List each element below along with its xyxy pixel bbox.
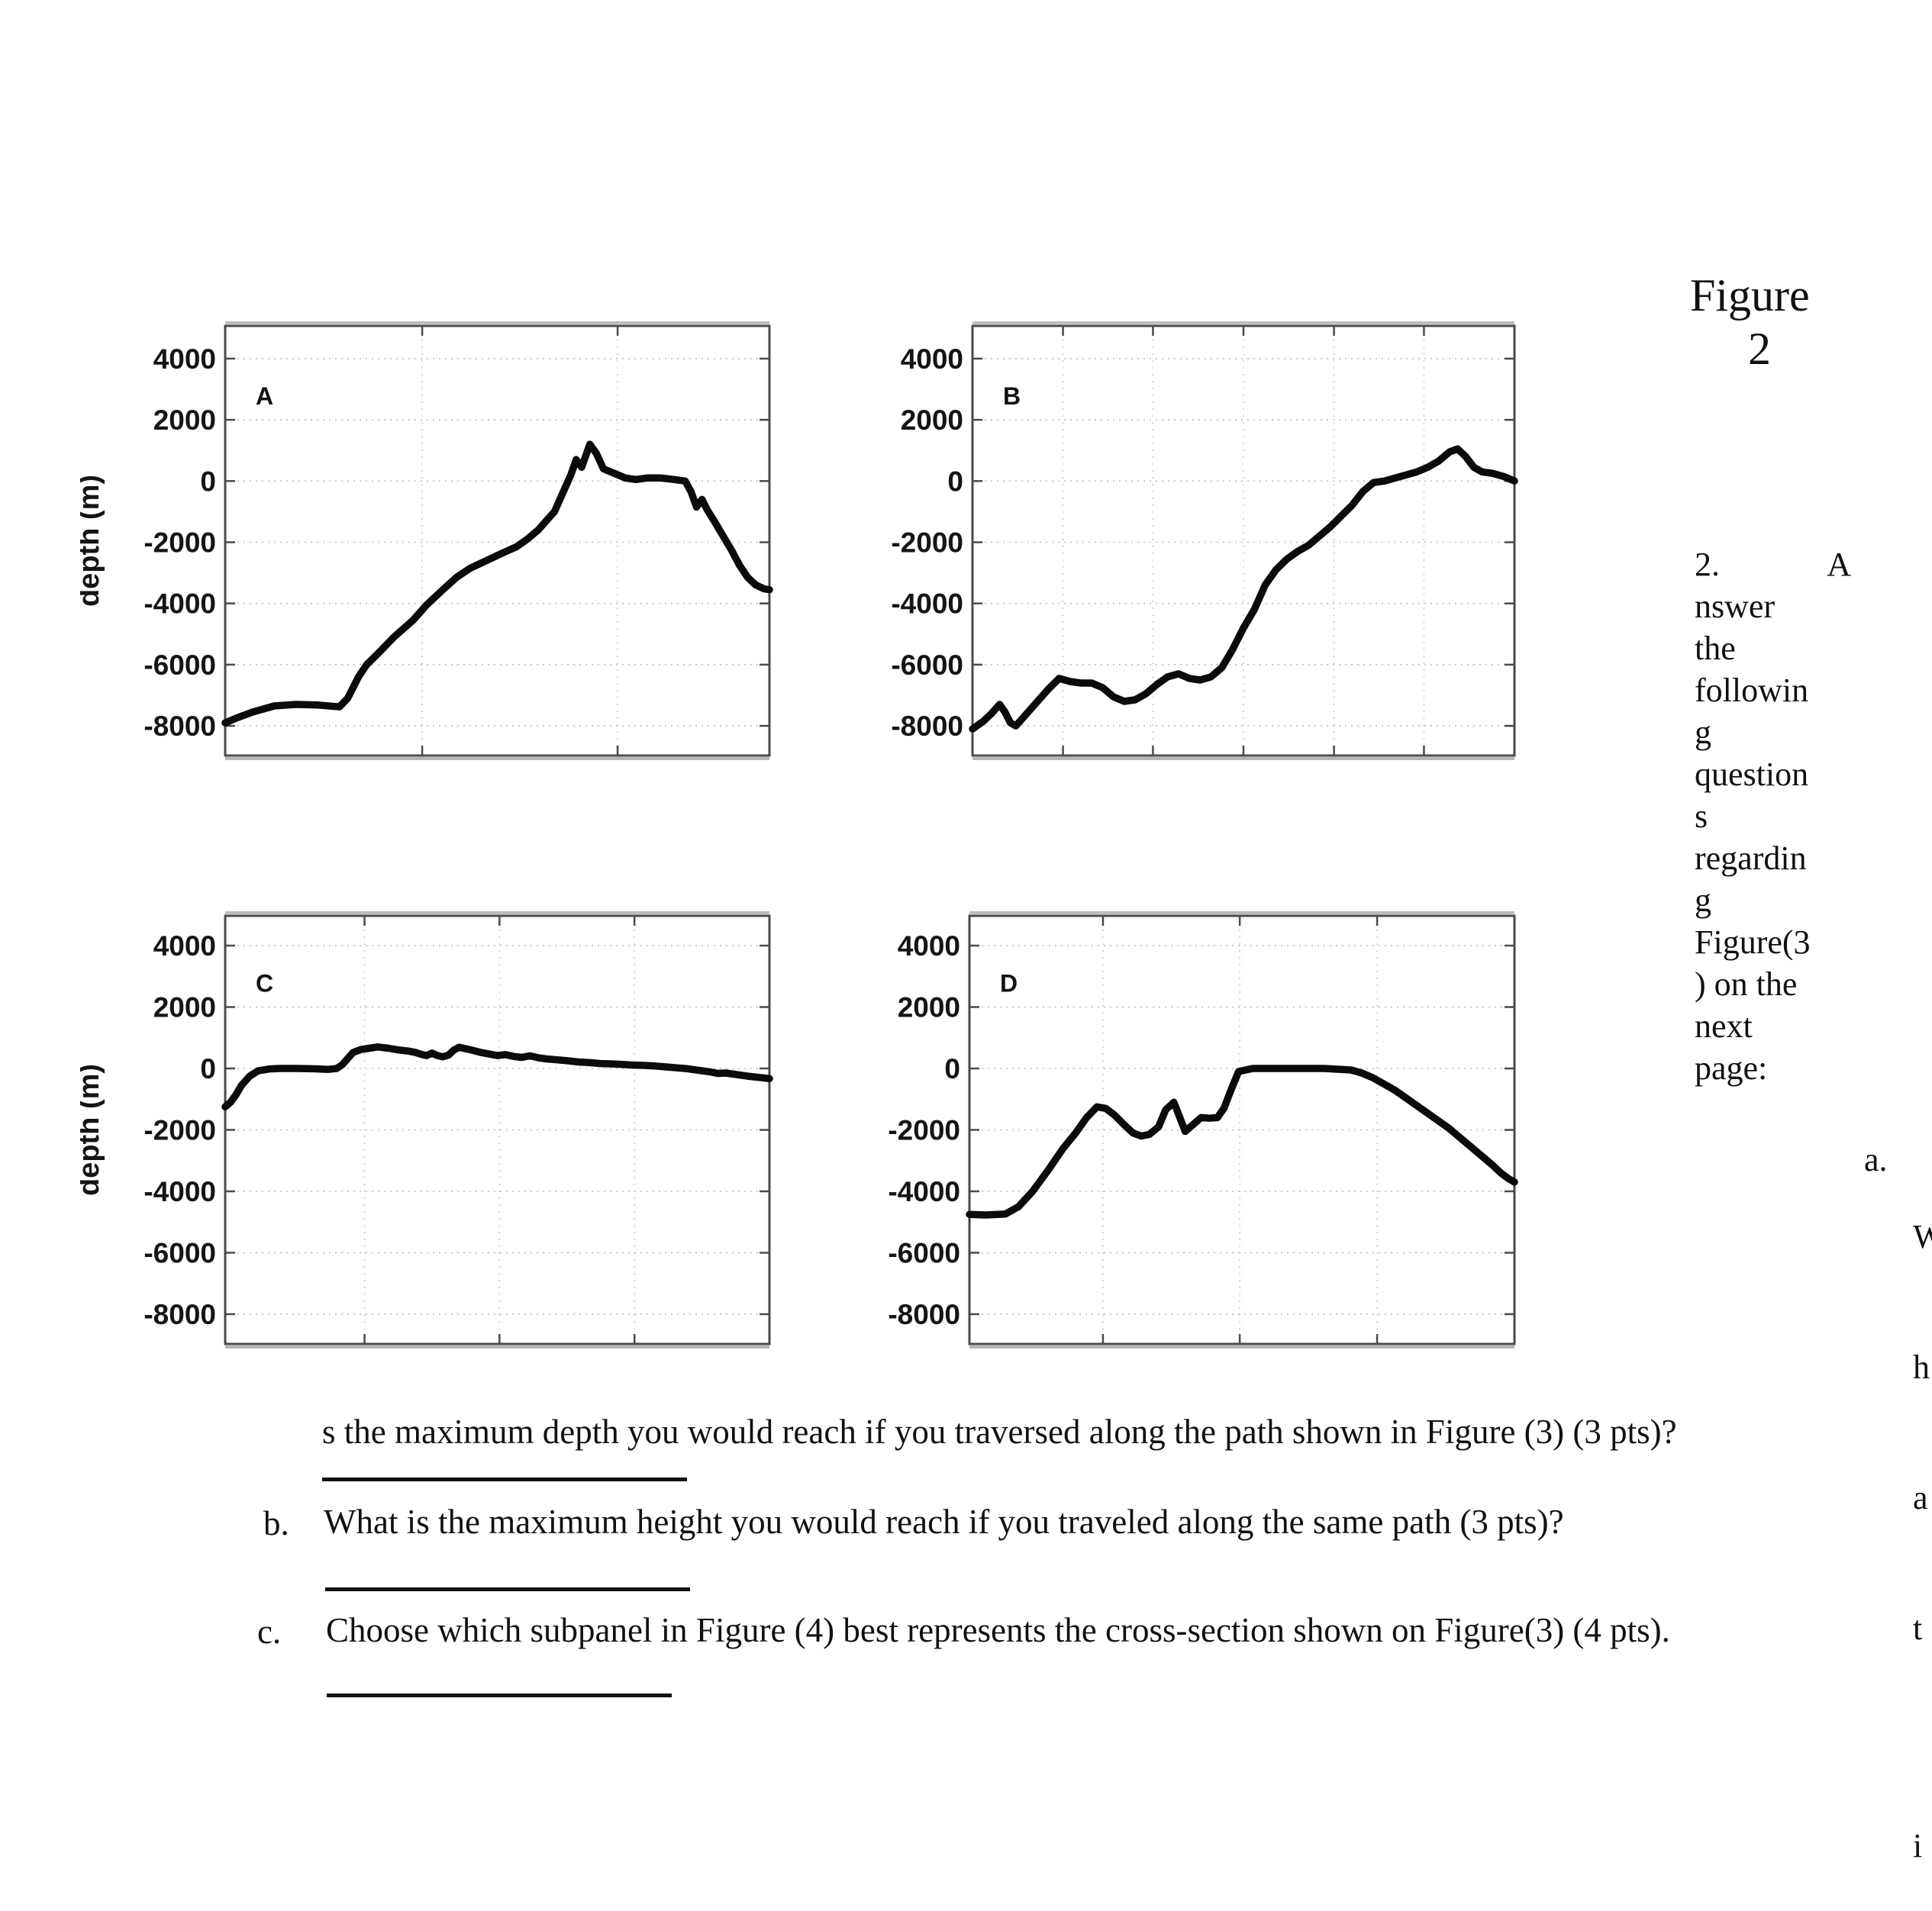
y-tick-label: -8000: [144, 711, 216, 742]
axes-frame: [224, 914, 771, 1345]
y-tick-label: -8000: [888, 1299, 960, 1330]
question-a-continuation: s the maximum depth you would reach if y…: [322, 1413, 1677, 1451]
side-note-line: nswer: [1695, 588, 1776, 625]
y-tick-label: -8000: [891, 711, 963, 742]
answer-blank-a: [322, 1478, 687, 1481]
y-tick-label: -2000: [144, 527, 216, 559]
y-tick-label: 4000: [901, 343, 963, 375]
figure-caption-number: 2: [1748, 324, 1771, 374]
side-note-line: Figure(3: [1695, 923, 1811, 961]
side-note-first-word: A: [1827, 546, 1851, 583]
figure-caption-word: Figure: [1690, 270, 1810, 321]
y-tick-label: -2000: [144, 1115, 216, 1146]
depth-profile-line-C: [221, 1043, 773, 1111]
clipped-letter: W: [1913, 1218, 1932, 1255]
y-tick-label: 4000: [153, 930, 216, 962]
side-note-line: next: [1695, 1007, 1753, 1045]
panel-letter-D: D: [1000, 969, 1018, 997]
y-tick-label: 4000: [898, 930, 960, 962]
side-note-line: g: [1695, 881, 1711, 919]
side-note-line: 2. A: [1695, 543, 1851, 585]
axes-frame: [968, 914, 1516, 1345]
side-note-line: page:: [1695, 1049, 1768, 1087]
side-note-line: the: [1695, 630, 1736, 667]
axes-frame: [224, 324, 771, 757]
y-tick-label: -2000: [888, 1115, 960, 1146]
side-note-line: followin: [1695, 672, 1809, 709]
depth-profile-line-D: [966, 1065, 1518, 1219]
clipped-letter: t: [1913, 1610, 1923, 1647]
panel-D-depth-profile-chart: 4000 2000 0 -2000 -4000 -6000 -8000 D: [824, 907, 1528, 1356]
y-tick-label: 4000: [153, 343, 216, 375]
y-tick-label: 2000: [153, 404, 216, 436]
panel-letter-A: A: [256, 382, 273, 410]
panel-letter-C: C: [256, 969, 273, 997]
question-b-label: b.: [263, 1504, 289, 1542]
y-tick-label: -4000: [891, 588, 963, 620]
side-note-line: regardin: [1695, 839, 1807, 877]
y-tick-label: -2000: [891, 527, 963, 559]
question-c-text: Choose which subpanel in Figure (4) best…: [326, 1611, 1670, 1649]
clipped-letter: h: [1913, 1349, 1930, 1386]
item-a-label: a.: [1864, 1141, 1888, 1178]
side-note-line: s: [1695, 798, 1708, 835]
y-tick-label: 0: [944, 1053, 960, 1084]
depth-profile-line-A: [221, 440, 773, 727]
y-axis-label: depth (m): [80, 1064, 105, 1196]
panel-B-svg: 4000 2000 0 -2000 -4000 -6000 -8000 B: [891, 321, 1518, 760]
y-tick-label: 2000: [898, 992, 960, 1023]
y-tick-label: 0: [200, 1053, 216, 1084]
side-note-question-2: 2. A nswer the followin g question s reg…: [1695, 543, 1851, 1089]
y-tick-label: -4000: [888, 1176, 960, 1207]
answer-blank-b: [325, 1587, 690, 1591]
panel-D-svg: 4000 2000 0 -2000 -4000 -6000 -8000 D: [888, 911, 1518, 1349]
y-tick-label: -6000: [144, 1237, 216, 1268]
figure-caption: Figure 2: [1690, 269, 1829, 375]
panel-B-depth-profile-chart: 4000 2000 0 -2000 -4000 -6000 -8000 B: [827, 317, 1528, 768]
scanned-worksheet-page: { "figure_caption": { "line1": "Figure",…: [80, 269, 1932, 1864]
question-b-text: What is the maximum height you would rea…: [324, 1503, 1564, 1541]
side-note-line: question: [1695, 756, 1809, 793]
panel-letter-B: B: [1003, 382, 1021, 410]
y-axis-label: depth (m): [80, 475, 105, 607]
y-tick-label: -4000: [144, 1176, 216, 1207]
depth-profile-line-B: [969, 445, 1518, 733]
side-note-line: ) on the: [1695, 965, 1798, 1003]
y-tick-label: -6000: [888, 1237, 960, 1268]
y-tick-label: -6000: [144, 649, 216, 681]
y-tick-label: 2000: [901, 404, 963, 436]
y-tick-label: 0: [947, 466, 963, 497]
clipped-letter: a: [1913, 1479, 1928, 1516]
y-tick-label: 0: [200, 466, 216, 497]
y-tick-label: -6000: [891, 649, 963, 681]
side-note-line: g: [1695, 714, 1711, 751]
answer-blank-c: [327, 1693, 672, 1697]
clipped-letter: i: [1913, 1827, 1923, 1864]
side-note-number: 2.: [1695, 546, 1720, 583]
y-tick-label: -4000: [144, 588, 216, 620]
question-c-label: c.: [257, 1613, 282, 1651]
y-tick-label: 2000: [153, 992, 216, 1023]
y-tick-label: -8000: [144, 1299, 216, 1330]
clipped-text-fragments: W h a t i: [1913, 1128, 1932, 1911]
